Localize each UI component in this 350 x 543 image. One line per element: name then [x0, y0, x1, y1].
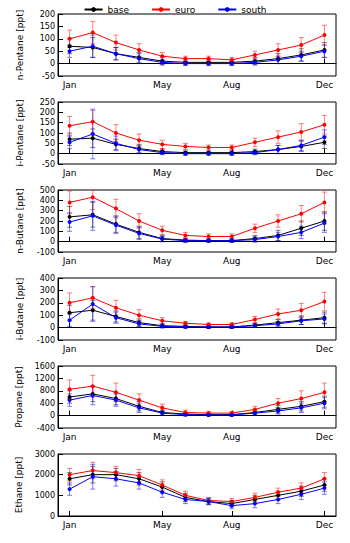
svg-text:0: 0 [50, 411, 55, 420]
svg-text:200: 200 [40, 10, 55, 19]
svg-text:May: May [153, 168, 172, 178]
svg-text:100: 100 [40, 34, 55, 43]
svg-text:3000: 3000 [35, 450, 55, 459]
svg-text:100: 100 [40, 227, 55, 236]
svg-text:1600: 1600 [35, 362, 55, 371]
svg-text:Aug: Aug [223, 344, 241, 354]
svg-text:May: May [153, 344, 172, 354]
svg-text:Aug: Aug [223, 256, 241, 266]
svg-text:Jan: Jan [62, 256, 77, 266]
svg-text:250: 250 [40, 98, 55, 107]
svg-text:100: 100 [40, 129, 55, 138]
svg-text:Dec: Dec [316, 432, 333, 442]
svg-text:Jan: Jan [62, 80, 77, 90]
svg-text:base: base [108, 5, 130, 15]
svg-text:0: 0 [50, 59, 55, 68]
svg-text:400: 400 [40, 399, 55, 408]
svg-text:300: 300 [40, 206, 55, 215]
svg-text:1000: 1000 [35, 491, 55, 500]
svg-text:May: May [153, 432, 172, 442]
svg-text:Jan: Jan [62, 168, 77, 178]
svg-text:0: 0 [50, 323, 55, 332]
svg-text:150: 150 [40, 22, 55, 31]
svg-text:-50: -50 [42, 72, 55, 81]
svg-text:200: 200 [40, 298, 55, 307]
svg-text:100: 100 [40, 311, 55, 320]
svg-text:Dec: Dec [316, 520, 333, 530]
svg-text:200: 200 [40, 108, 55, 117]
svg-text:500: 500 [40, 186, 55, 195]
svg-text:euro: euro [175, 5, 196, 15]
svg-text:-100: -100 [37, 336, 55, 345]
svg-text:Propane [ppt]: Propane [ppt] [14, 366, 24, 428]
svg-text:50: 50 [45, 47, 55, 56]
svg-text:May: May [153, 256, 172, 266]
svg-text:150: 150 [40, 118, 55, 127]
svg-text:400: 400 [40, 196, 55, 205]
svg-text:Aug: Aug [223, 168, 241, 178]
svg-text:Dec: Dec [316, 80, 333, 90]
svg-text:800: 800 [40, 386, 55, 395]
svg-text:Jan: Jan [62, 520, 77, 530]
svg-text:300: 300 [40, 286, 55, 295]
svg-text:2000: 2000 [35, 470, 55, 479]
svg-text:400: 400 [40, 274, 55, 283]
svg-text:Ethane [ppt]: Ethane [ppt] [14, 457, 24, 514]
svg-text:i-Pentane [ppt]: i-Pentane [ppt] [15, 99, 25, 166]
svg-text:i-Butane [ppt]: i-Butane [ppt] [15, 278, 25, 340]
svg-text:May: May [153, 80, 172, 90]
svg-text:n-Pentane [ppt]: n-Pentane [ppt] [15, 10, 25, 80]
svg-text:Jan: Jan [62, 432, 77, 442]
svg-text:-400: -400 [37, 424, 55, 433]
svg-text:0: 0 [50, 149, 55, 158]
svg-text:0: 0 [50, 512, 55, 521]
svg-text:Dec: Dec [316, 256, 333, 266]
svg-text:n-Butane [ppt]: n-Butane [ppt] [15, 188, 25, 254]
svg-text:1200: 1200 [35, 374, 55, 383]
svg-text:200: 200 [40, 217, 55, 226]
svg-text:Dec: Dec [316, 344, 333, 354]
svg-text:May: May [153, 520, 172, 530]
svg-text:-100: -100 [37, 248, 55, 257]
svg-text:-50: -50 [42, 160, 55, 169]
svg-text:Aug: Aug [223, 80, 241, 90]
svg-text:Jan: Jan [62, 344, 77, 354]
svg-text:50: 50 [45, 139, 55, 148]
svg-text:Aug: Aug [223, 432, 241, 442]
svg-text:0: 0 [50, 237, 55, 246]
svg-text:south: south [241, 5, 266, 15]
svg-text:Aug: Aug [223, 520, 241, 530]
svg-text:Dec: Dec [316, 168, 333, 178]
